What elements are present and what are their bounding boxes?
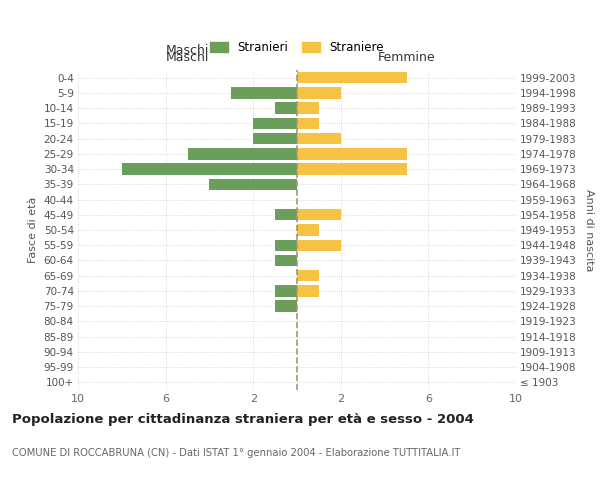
Text: Femmine: Femmine: [377, 50, 436, 64]
Bar: [253, 118, 297, 129]
Text: Maschi: Maschi: [166, 50, 209, 64]
Bar: [297, 285, 319, 296]
Bar: [297, 72, 407, 84]
Bar: [297, 102, 319, 114]
Bar: [297, 240, 341, 251]
Bar: [275, 285, 297, 296]
Bar: [209, 178, 297, 190]
Bar: [297, 209, 341, 220]
Bar: [297, 270, 319, 281]
Bar: [297, 224, 319, 235]
Bar: [275, 240, 297, 251]
Y-axis label: Anni di nascita: Anni di nascita: [584, 188, 593, 271]
Bar: [297, 133, 341, 144]
Text: Popolazione per cittadinanza straniera per età e sesso - 2004: Popolazione per cittadinanza straniera p…: [12, 412, 474, 426]
Bar: [188, 148, 297, 160]
Bar: [297, 164, 407, 175]
Legend: Stranieri, Straniere: Stranieri, Straniere: [206, 38, 388, 58]
Bar: [275, 255, 297, 266]
Text: Maschi: Maschi: [166, 44, 209, 57]
Text: COMUNE DI ROCCABRUNA (CN) - Dati ISTAT 1° gennaio 2004 - Elaborazione TUTTITALIA: COMUNE DI ROCCABRUNA (CN) - Dati ISTAT 1…: [12, 448, 460, 458]
Bar: [253, 133, 297, 144]
Bar: [275, 209, 297, 220]
Bar: [297, 87, 341, 99]
Bar: [297, 148, 407, 160]
Bar: [232, 87, 297, 99]
Y-axis label: Fasce di età: Fasce di età: [28, 197, 38, 263]
Bar: [297, 118, 319, 129]
Bar: [275, 102, 297, 114]
Bar: [275, 300, 297, 312]
Bar: [122, 164, 297, 175]
